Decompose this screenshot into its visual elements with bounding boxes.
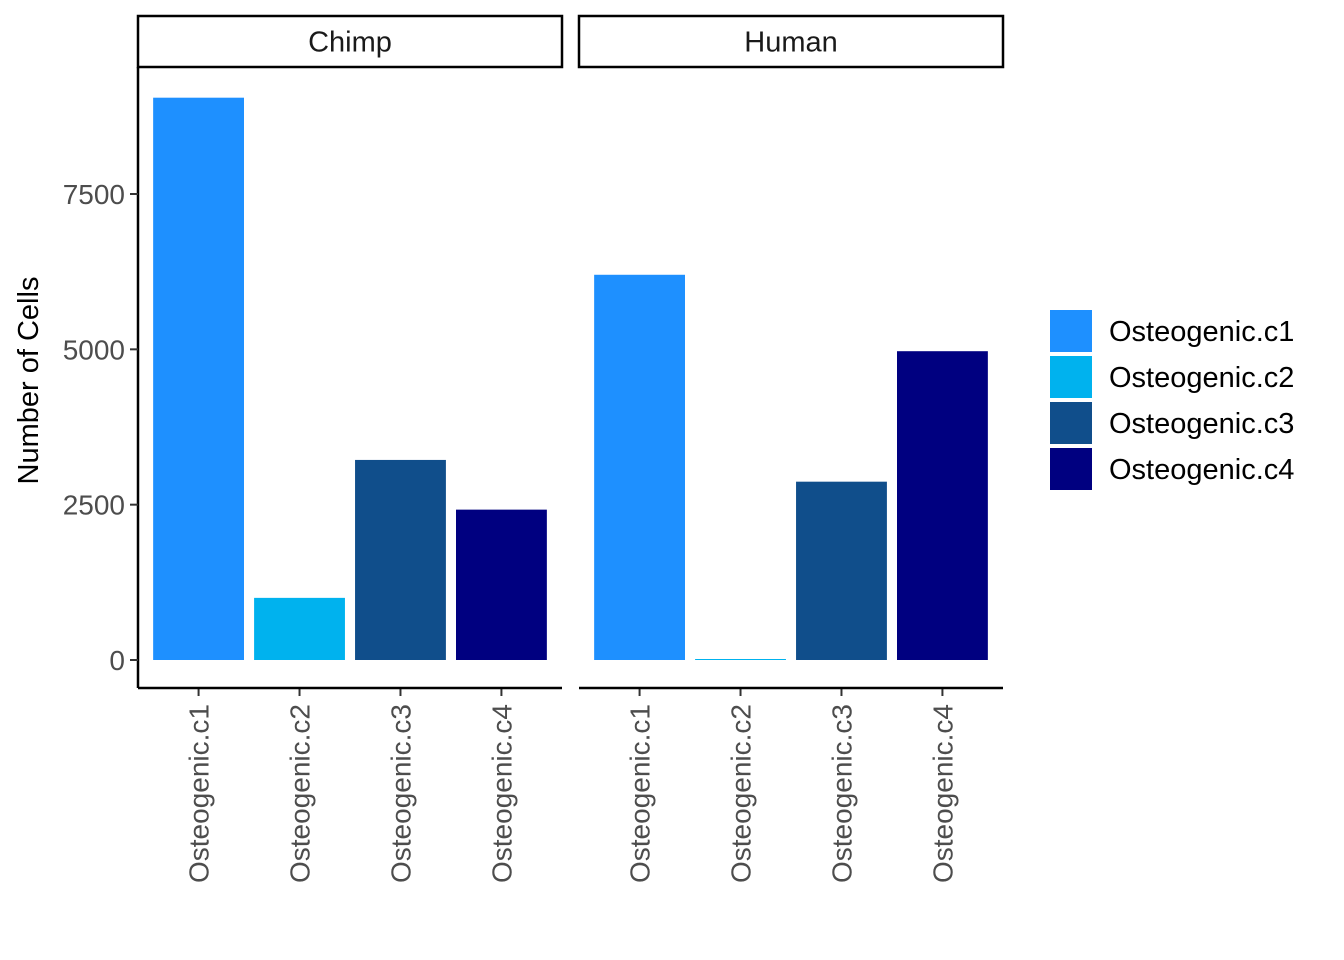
legend-label-4: Osteogenic.c4 (1109, 454, 1294, 486)
y-tick-label-7500: 7500 (63, 179, 125, 210)
legend-key-1 (1050, 310, 1092, 352)
facet-strip-chimp (136, 14, 564, 69)
x-tick-label-chimp-3: Osteogenic.c3 (385, 704, 416, 883)
bar-human-osteogenic-c3 (796, 481, 887, 660)
x-tick-label-human-2: Osteogenic.c2 (726, 704, 757, 883)
bar-chimp-osteogenic-c1 (153, 97, 244, 660)
x-tick-label-chimp-2: Osteogenic.c2 (285, 704, 316, 883)
legend-label-3: Osteogenic.c3 (1109, 408, 1294, 440)
legend-key-4 (1050, 448, 1092, 490)
x-tick-label-chimp-1: Osteogenic.c1 (184, 704, 215, 883)
x-tick-label-human-3: Osteogenic.c3 (826, 704, 857, 883)
legend-key-2 (1050, 356, 1092, 398)
y-tick-label-5000: 5000 (63, 334, 125, 365)
x-tick-label-human-1: Osteogenic.c1 (625, 704, 656, 883)
bar-chimp-osteogenic-c4 (456, 509, 547, 660)
legend-label-2: Osteogenic.c2 (1109, 362, 1294, 394)
facet-strip-human (577, 14, 1005, 69)
x-tick-label-chimp-4: Osteogenic.c4 (486, 704, 517, 883)
facet-strip-label-human: Human (744, 27, 838, 59)
legend-label-1: Osteogenic.c1 (1109, 316, 1294, 348)
legend-key-3 (1050, 402, 1092, 444)
bar-chimp-osteogenic-c2 (254, 597, 345, 660)
y-axis-title: Number of Cells (13, 277, 45, 485)
facet-strip-label-chimp: Chimp (308, 27, 392, 59)
y-tick-label-0: 0 (109, 645, 125, 676)
bar-human-osteogenic-c2 (695, 659, 786, 660)
x-tick-label-human-4: Osteogenic.c4 (927, 704, 958, 883)
y-tick-label-2500: 2500 (63, 490, 125, 521)
bar-human-osteogenic-c4 (897, 351, 988, 660)
bar-human-osteogenic-c1 (594, 274, 685, 660)
bar-chimp-osteogenic-c3 (355, 459, 446, 660)
